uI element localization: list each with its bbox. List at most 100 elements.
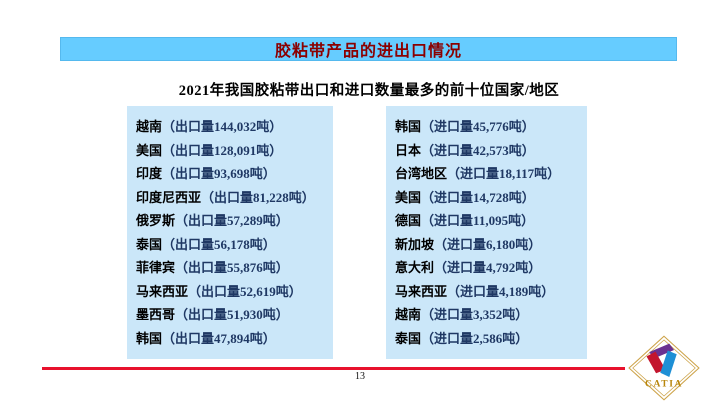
list-item: 韩国（出口量47,894吨） (136, 332, 333, 345)
volume-label: （进口量 (421, 189, 474, 205)
list-item: 台湾地区（进口量18,117吨） (395, 167, 587, 180)
catia-logo-graphic: CATIA (628, 335, 700, 401)
country-name: 意大利 (395, 260, 435, 276)
country-name: 印度尼西亚 (136, 189, 202, 205)
volume-value: 3,352 (473, 307, 503, 323)
volume-value: 14,728 (473, 189, 509, 205)
volume-value: 2,586 (473, 330, 503, 346)
list-item: 马来西亚（进口量4,189吨） (395, 285, 587, 298)
country-name: 韩国 (136, 330, 163, 346)
volume-unit: 吨） (256, 142, 283, 158)
country-name: 俄罗斯 (136, 213, 176, 229)
slide-subtitle: 2021年我国胶粘带出口和进口数量最多的前十位国家/地区 (178, 83, 560, 99)
country-name: 越南 (136, 119, 163, 135)
country-name: 墨西哥 (136, 307, 176, 323)
country-name: 德国 (395, 213, 422, 229)
volume-value: 55,876 (227, 260, 263, 276)
volume-label: （进口量 (434, 260, 487, 276)
list-item: 韩国（进口量45,776吨） (395, 120, 587, 133)
volume-unit: 吨） (249, 166, 276, 182)
footer-divider-line (42, 367, 625, 370)
country-name: 越南 (395, 307, 422, 323)
volume-label: （进口量 (421, 119, 474, 135)
list-item: 美国（进口量14,728吨） (395, 191, 587, 204)
slide-title: 胶粘带产品的进出口情况 (274, 43, 462, 60)
country-name: 韩国 (395, 119, 422, 135)
country-name: 日本 (395, 142, 422, 158)
volume-value: 56,178 (214, 236, 250, 252)
volume-unit: 吨） (256, 119, 283, 135)
volume-label: （进口量 (421, 307, 474, 323)
list-item: 新加坡（进口量6,180吨） (395, 238, 587, 251)
volume-value: 4,189 (499, 283, 529, 299)
volume-label: （出口量 (175, 213, 228, 229)
list-item: 德国（进口量11,095吨） (395, 214, 587, 227)
volume-unit: 吨） (249, 330, 276, 346)
country-name: 马来西亚 (395, 283, 448, 299)
country-name: 台湾地区 (395, 166, 448, 182)
list-item: 越南（进口量3,352吨） (395, 308, 587, 321)
volume-unit: 吨） (534, 166, 561, 182)
country-name: 美国 (395, 189, 422, 205)
country-name: 美国 (136, 142, 163, 158)
volume-unit: 吨） (502, 330, 529, 346)
list-item: 马来西亚（出口量52,619吨） (136, 285, 333, 298)
volume-unit: 吨） (288, 189, 315, 205)
volume-value: 52,619 (240, 283, 276, 299)
volume-unit: 吨） (528, 283, 555, 299)
volume-value: 42,573 (473, 142, 509, 158)
list-item: 墨西哥（出口量51,930吨） (136, 308, 333, 321)
list-item: 印度尼西亚（出口量81,228吨） (136, 191, 333, 204)
volume-label: （出口量 (162, 236, 215, 252)
volume-unit: 吨） (262, 213, 289, 229)
volume-label: （进口量 (447, 283, 500, 299)
list-item: 越南（出口量144,032吨） (136, 120, 333, 133)
volume-label: （出口量 (175, 260, 228, 276)
country-name: 菲律宾 (136, 260, 176, 276)
country-name: 印度 (136, 166, 163, 182)
list-item: 印度（出口量93,698吨） (136, 167, 333, 180)
volume-label: （出口量 (188, 283, 241, 299)
volume-unit: 吨） (502, 307, 529, 323)
slide-title-bar: 胶粘带产品的进出口情况 (60, 37, 677, 61)
volume-value: 6,180 (486, 236, 516, 252)
catia-emblem (646, 343, 677, 377)
volume-value: 45,776 (473, 119, 509, 135)
list-item: 美国（出口量128,091吨） (136, 144, 333, 157)
volume-label: （出口量 (175, 307, 228, 323)
volume-label: （出口量 (162, 119, 215, 135)
volume-value: 51,930 (227, 307, 263, 323)
volume-unit: 吨） (515, 260, 542, 276)
list-item: 俄罗斯（出口量57,289吨） (136, 214, 333, 227)
volume-unit: 吨） (249, 236, 276, 252)
volume-unit: 吨） (508, 213, 535, 229)
volume-label: （进口量 (421, 213, 474, 229)
list-item: 泰国（出口量56,178吨） (136, 238, 333, 251)
volume-label: （进口量 (421, 142, 474, 158)
volume-label: （出口量 (162, 166, 215, 182)
volume-label: （出口量 (162, 330, 215, 346)
volume-value: 144,032 (214, 119, 257, 135)
country-name: 泰国 (395, 330, 422, 346)
volume-unit: 吨） (262, 307, 289, 323)
volume-label: （进口量 (434, 236, 487, 252)
volume-value: 11,095 (473, 213, 509, 229)
volume-label: （进口量 (421, 330, 474, 346)
catia-logo: CATIA (628, 335, 700, 401)
list-item: 泰国（进口量2,586吨） (395, 332, 587, 345)
volume-value: 57,289 (227, 213, 263, 229)
volume-unit: 吨） (515, 236, 542, 252)
list-item: 日本（进口量42,573吨） (395, 144, 587, 157)
export-list-box: 越南（出口量144,032吨） 美国（出口量128,091吨） 印度（出口量93,6… (127, 106, 333, 359)
volume-unit: 吨） (508, 189, 535, 205)
country-name: 新加坡 (395, 236, 435, 252)
page-number: 13 (355, 371, 365, 382)
volume-label: （出口量 (201, 189, 254, 205)
volume-label: （进口量 (447, 166, 500, 182)
volume-value: 18,117 (499, 166, 535, 182)
volume-value: 93,698 (214, 166, 250, 182)
country-name: 马来西亚 (136, 283, 189, 299)
country-name: 泰国 (136, 236, 163, 252)
list-item: 意大利（进口量4,792吨） (395, 261, 587, 274)
